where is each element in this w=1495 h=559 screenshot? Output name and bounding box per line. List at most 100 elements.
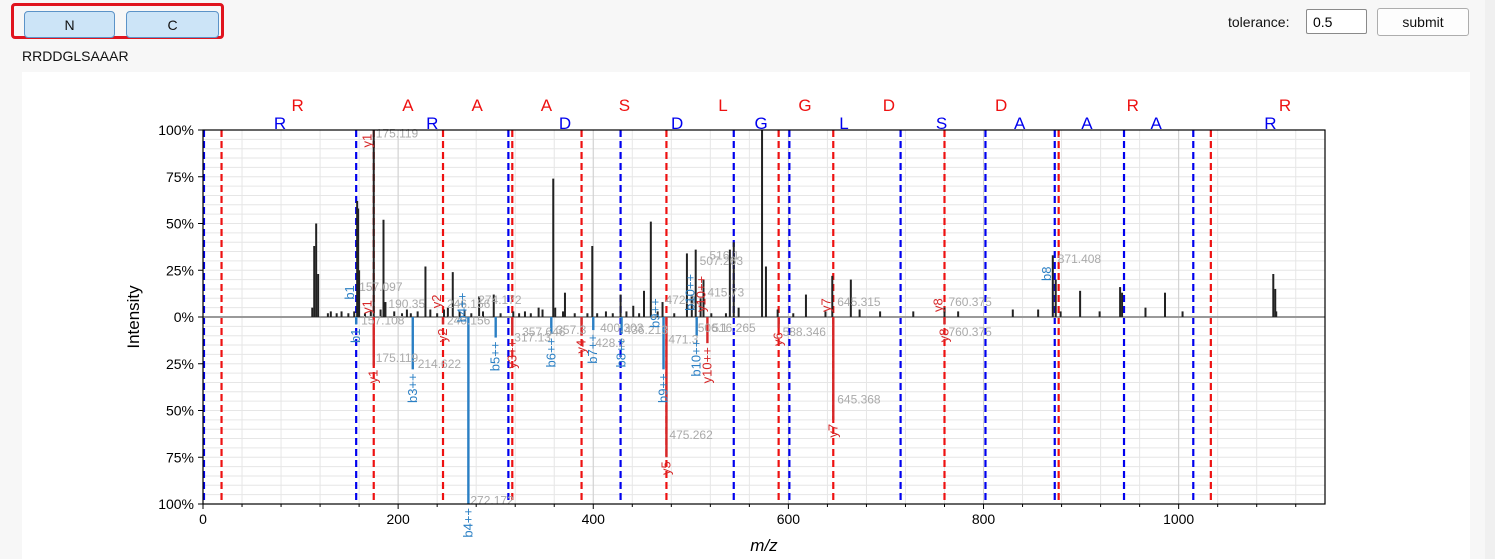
mz-label: 645.368	[837, 392, 881, 406]
mz-label: 274.172	[478, 293, 522, 307]
ion-label: y3++	[504, 340, 519, 369]
ion-label: b8++	[614, 338, 629, 368]
mz-label: 471.3	[668, 332, 698, 346]
c-terminal-residue: A	[402, 96, 414, 115]
x-tick-label: 400	[582, 511, 606, 527]
mz-label: 516.265	[712, 321, 756, 335]
ion-label: b6++	[543, 338, 558, 368]
x-tick-label: 1000	[1163, 511, 1194, 527]
n-terminal-residue: R	[274, 114, 286, 133]
n-terminal-residue: S	[936, 114, 947, 133]
submit-button[interactable]: submit	[1377, 8, 1469, 36]
ion-toggle-group: N C	[11, 3, 224, 39]
ion-label: b4++	[454, 293, 469, 323]
y-tick-label: 25%	[166, 356, 194, 372]
x-tick-label: 800	[972, 511, 996, 527]
c-terminal-residue: R	[1127, 96, 1139, 115]
x-tick-label: 600	[777, 511, 801, 527]
ion-label: b10++	[689, 340, 704, 377]
y-tick-label: 100%	[158, 496, 194, 512]
n-terminal-residue: A	[1081, 114, 1093, 133]
y-tick-label: 25%	[166, 262, 194, 278]
mz-label: 760.375	[948, 295, 992, 309]
mz-label: 317.13	[514, 331, 551, 345]
mz-label: 760.375	[948, 325, 992, 339]
ion-label: b9++	[648, 298, 663, 328]
ion-label: y5	[658, 461, 673, 475]
c-terminal-residue: A	[471, 96, 483, 115]
ion-label: y7	[825, 424, 840, 438]
mz-label: 357.646	[522, 325, 566, 339]
ion-label: b4++	[460, 508, 475, 538]
y-axis-label: Intensity	[124, 285, 143, 349]
x-tick-label: 0	[199, 511, 207, 527]
n-terminal-residue: R	[1264, 114, 1276, 133]
x-tick-label: 200	[386, 511, 410, 527]
ion-label: y8	[936, 328, 951, 342]
ion-label: y7	[818, 298, 833, 312]
n-terminal-residue: D	[559, 114, 571, 133]
mz-label: 472.6	[666, 293, 696, 307]
window-edge	[1485, 0, 1495, 559]
peptide-sequence: RRDDGLSAAAR	[22, 48, 129, 64]
mz-label: 157.097	[359, 280, 403, 294]
n-terminal-button[interactable]: N	[24, 11, 115, 38]
ion-label: y2	[429, 295, 444, 309]
y-tick-label: 100%	[158, 122, 194, 138]
tolerance-input[interactable]	[1306, 9, 1367, 34]
mz-label: 436.213	[625, 323, 669, 337]
ion-label: y8	[930, 298, 945, 312]
n-terminal-residue: G	[754, 114, 767, 133]
x-axis-label: m/z	[750, 536, 778, 555]
c-terminal-residue: R	[291, 96, 303, 115]
mz-label: 475.262	[669, 428, 713, 442]
ion-label: y10++	[693, 276, 708, 312]
n-terminal-residue: D	[671, 114, 683, 133]
mz-label: 506.1	[698, 321, 728, 335]
mz-label: 871.408	[1058, 252, 1102, 266]
mz-label: 428.2	[595, 336, 625, 350]
mz-label: 400.303	[600, 321, 644, 335]
y-tick-label: 50%	[166, 403, 194, 419]
c-terminal-residue: R	[1279, 96, 1291, 115]
toolbar: N C tolerance: submit	[0, 0, 1495, 46]
ion-label: y10++	[699, 347, 714, 383]
c-terminal-residue: D	[995, 96, 1007, 115]
mz-label: 516.1	[709, 248, 739, 262]
mz-label: 157.108	[361, 314, 405, 328]
y-tick-label: 75%	[166, 449, 194, 465]
mz-label: 588.346	[783, 325, 827, 339]
c-terminal-residue: G	[798, 96, 811, 115]
c-terminal-residue: A	[541, 96, 553, 115]
c-terminal-residue: L	[718, 96, 727, 115]
ion-label: b7++	[585, 334, 600, 364]
n-terminal-residue: A	[1151, 114, 1163, 133]
mz-label: 190.35	[388, 297, 425, 311]
mz-label: 175.119	[376, 127, 419, 141]
n-terminal-residue: R	[426, 114, 438, 133]
ion-label: y6	[771, 332, 786, 346]
ion-label: y1	[366, 370, 381, 384]
spectrum-plot-panel: 175.119 157.097 190.35 246.156 274.172 472.6 5…	[22, 72, 1470, 559]
ion-label: b5++	[488, 342, 503, 372]
c-terminal-residue: D	[883, 96, 895, 115]
ion-label: y1	[360, 134, 375, 148]
ion-label: b1	[348, 328, 363, 342]
mz-label: 415.73	[707, 286, 744, 300]
mz-label: 357.3	[556, 323, 586, 337]
y-tick-label: 0%	[174, 309, 194, 325]
ion-label: b1	[342, 285, 357, 299]
mz-label: 507.263	[700, 254, 744, 268]
ion-label: b10++	[683, 274, 698, 311]
mz-label: 175.119	[376, 351, 419, 365]
mz-label: 272.172	[470, 493, 514, 507]
ion-label: y1	[360, 300, 375, 314]
ion-label: y2	[435, 328, 450, 342]
mz-label: 246.156	[447, 314, 491, 328]
mz-label: 214.622	[418, 357, 462, 371]
c-terminal-button[interactable]: C	[126, 11, 219, 38]
c-terminal-residue: S	[619, 96, 630, 115]
n-terminal-residue: A	[1014, 114, 1026, 133]
tolerance-label: tolerance:	[1228, 14, 1290, 30]
ion-label: b9++	[656, 373, 671, 403]
